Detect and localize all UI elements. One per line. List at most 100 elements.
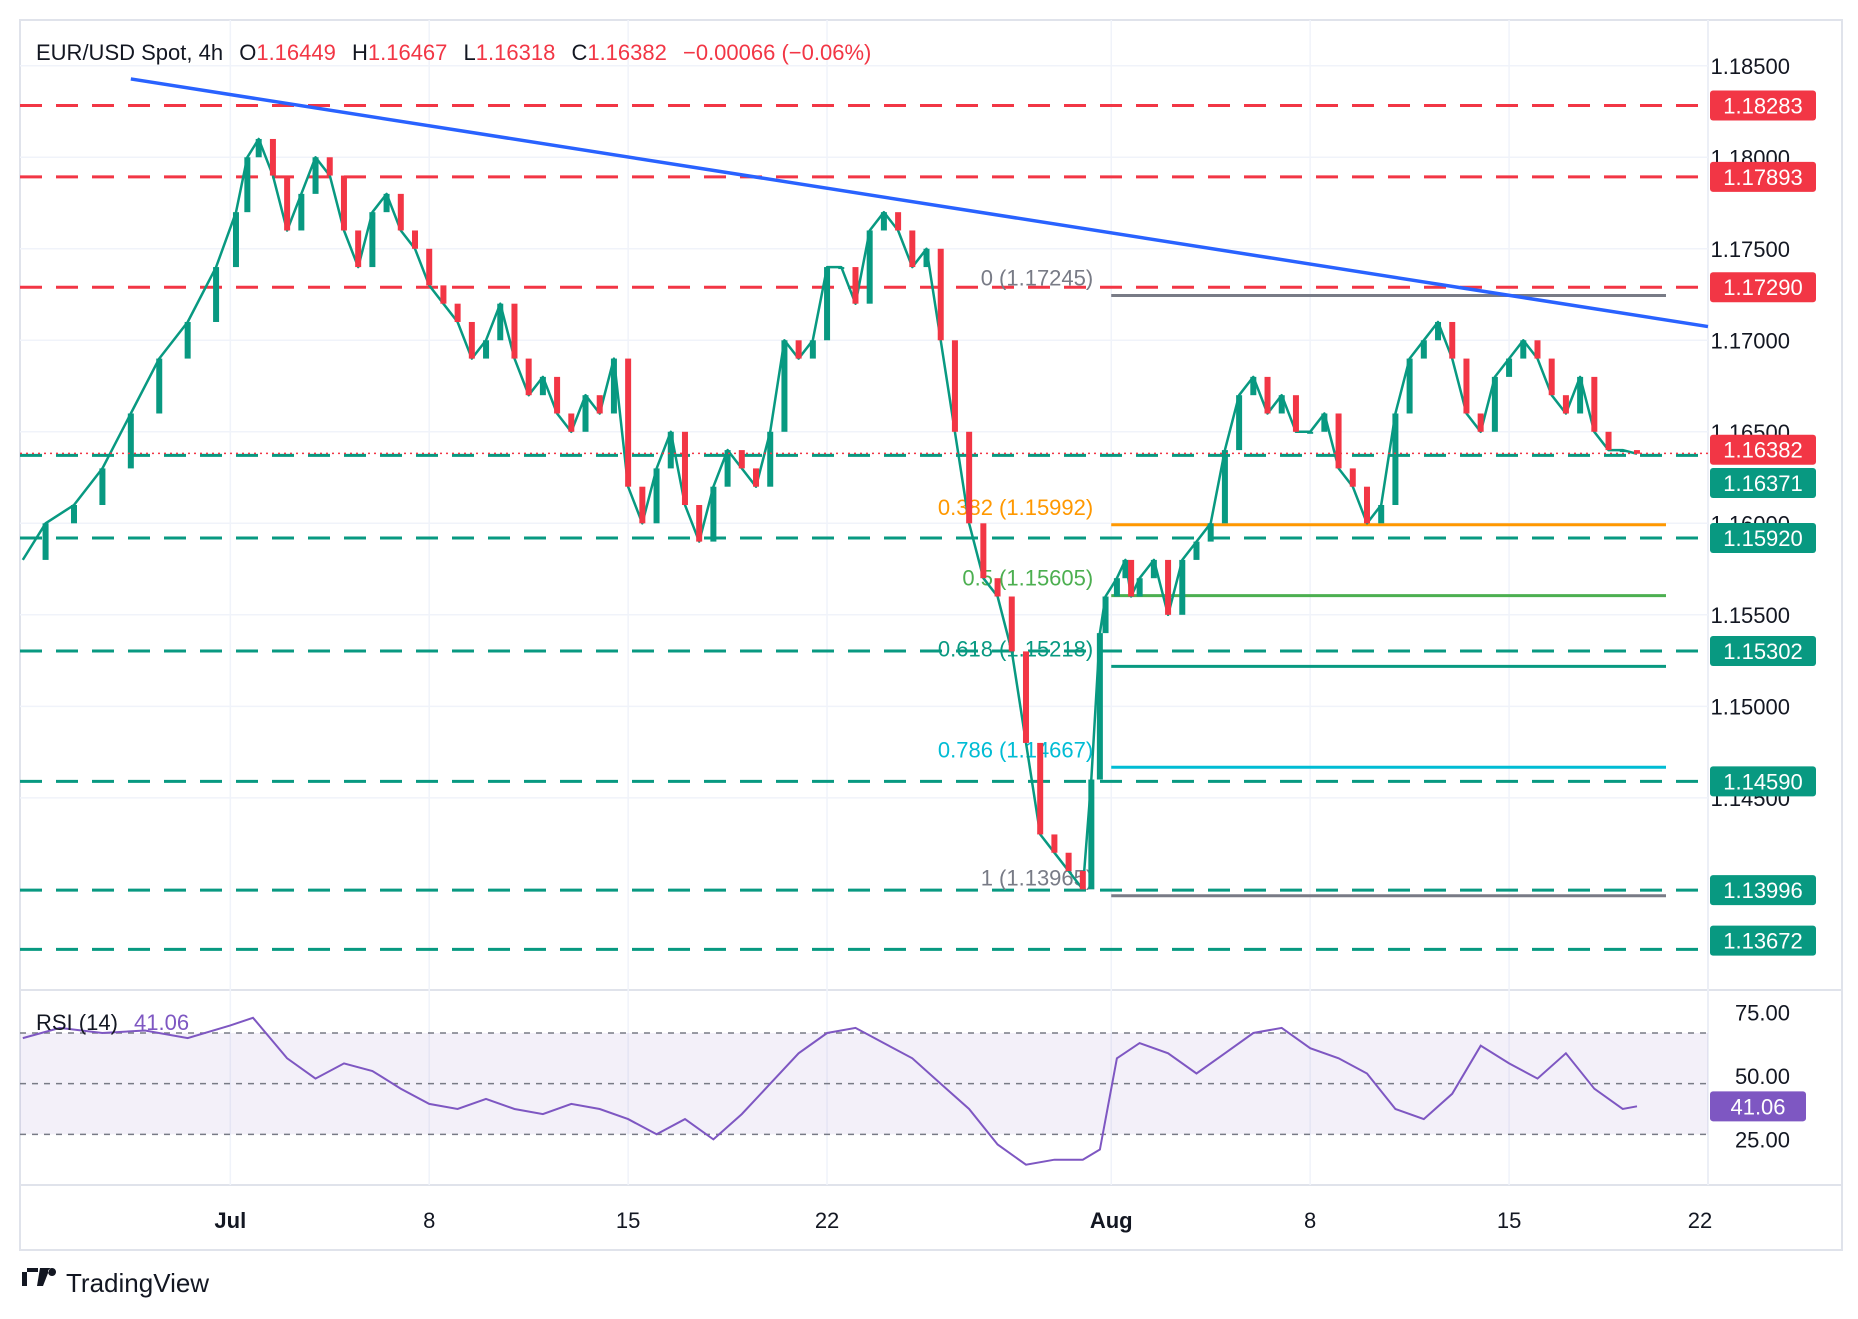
candle [369,212,376,268]
legend-high: 1.16467 [368,40,448,65]
candle [483,340,490,359]
candle [511,303,518,359]
candle [852,267,859,304]
level-badge-1.17290-bg [1710,272,1816,303]
level-badge-1.13672-bg [1710,925,1816,956]
legend-close: 1.16382 [587,40,667,65]
candle [753,468,760,487]
candle [1392,413,1399,505]
candle [1008,596,1015,652]
candle [156,358,163,414]
candle [454,303,461,322]
fib-label: 0.786 (1.14667) [938,737,1093,762]
candle [1506,358,1513,377]
candle [966,431,973,524]
candle [1435,321,1442,341]
chart-frame [19,19,1843,1251]
candle [1548,358,1555,396]
level-badge-1.18283-bg [1710,90,1816,121]
candle [539,376,546,396]
level-badge-1.15302: 1.15302 [1723,639,1803,664]
candle [1128,559,1135,597]
candle [1065,852,1072,872]
candle [1363,486,1370,524]
legend[interactable]: EUR/USD Spot, 4h O1.16449 H1.16467 L1.16… [36,40,871,65]
brand-name: TradingView [66,1268,209,1298]
candle [1207,523,1214,542]
legend-change: −0.00066 (−0.06%) [683,40,871,65]
candle [1150,559,1157,579]
price-series [20,137,1708,891]
candle [1420,340,1427,359]
rsi-value-badge: 41.06 [1730,1094,1785,1119]
candle [1122,559,1129,579]
rsi-tick-label: 50.00 [1735,1064,1790,1089]
candle [412,230,419,249]
rsi-line [22,1016,1638,1166]
level-badge-1.16371: 1.16371 [1723,471,1803,496]
candle [639,486,646,524]
candle [1088,779,1095,890]
candle [326,157,333,176]
fibonacci-retracement[interactable]: 0 (1.17245)0.382 (1.15992)0.5 (1.15605)0… [938,265,1666,898]
level-badge-1.15920-bg [1710,522,1816,553]
candle [1113,578,1120,597]
candle [1193,541,1200,560]
price-tick-label: 1.15500 [1710,603,1790,628]
level-badge-1.13996: 1.13996 [1723,878,1803,903]
candle [1491,376,1498,432]
last-price-badge: 1.16382 [1723,438,1803,463]
rsi-band [20,1032,1708,1136]
horizontal-levels [20,103,1708,951]
candle [269,138,276,176]
level-badge-1.13996-bg [1710,875,1816,906]
rsi-legend[interactable]: RSI (14) 41.06 [36,1010,189,1035]
candle [767,431,774,487]
descending-trendline[interactable] [130,77,1709,329]
candle [1236,395,1243,451]
legend-high-label: H [352,40,368,65]
candle [710,486,717,542]
candle [724,450,731,487]
candle [1179,559,1186,615]
rsi-tick-label: 75.00 [1735,1001,1790,1026]
time-axis[interactable]: Jul 8 15 22 Aug 8 15 22 [214,1208,1712,1233]
candle [824,267,831,341]
candle [951,340,958,432]
time-tick-label: 22 [1688,1208,1712,1233]
candle [1102,596,1109,634]
candle [340,175,347,231]
candle [1165,559,1172,615]
candle [1250,376,1257,396]
legend-low-label: L [464,40,476,65]
candle [284,175,291,231]
candle [1278,395,1285,414]
candle [1633,450,1640,454]
time-tick-label: 8 [423,1208,435,1233]
time-tick-label: 22 [815,1208,839,1233]
candle [468,321,475,359]
level-badge-1.14590-bg [1710,766,1816,797]
candle [426,248,433,286]
candle [1477,413,1484,432]
candle [994,578,1001,597]
candle [980,523,987,579]
candle [667,431,674,469]
candle [232,212,239,268]
rsi-value: 41.06 [134,1010,189,1035]
candle [610,358,617,414]
last-price-badge-bg [1710,434,1816,465]
candle [1520,340,1527,359]
candle [1591,376,1598,432]
price-axis[interactable]: 1.185001.180001.175001.170001.165001.160… [1710,54,1790,811]
legend-symbol: EUR/USD Spot, 4h [36,40,223,65]
candle [1136,578,1143,597]
level-badge-1.16371-bg [1710,468,1816,499]
trendline[interactable] [130,77,1709,329]
tradingview-logo[interactable]: TradingView [22,1268,209,1298]
rsi-label: RSI (14) [36,1010,118,1035]
price-tick-label: 1.17500 [1710,237,1790,262]
